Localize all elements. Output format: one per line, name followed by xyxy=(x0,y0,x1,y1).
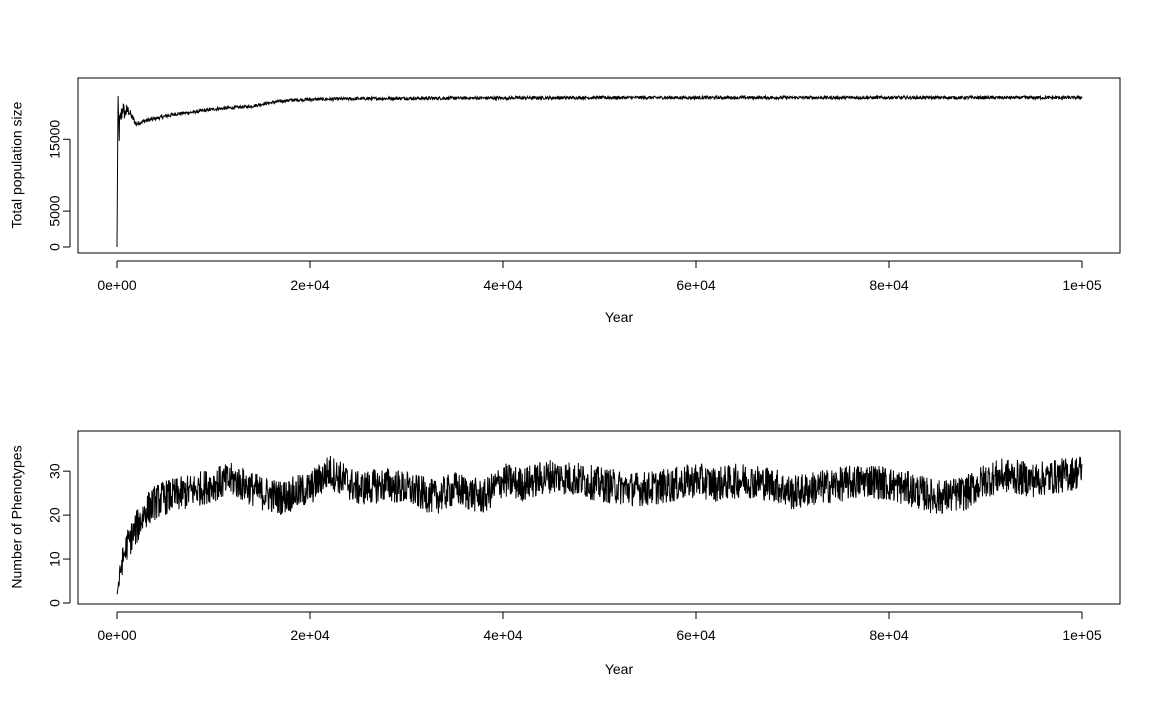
series-line-2-1 xyxy=(116,456,1083,595)
x-tick-label: 6e+04 xyxy=(676,627,716,643)
x-tick-label: 2e+04 xyxy=(290,277,330,293)
y-tick-label: 10 xyxy=(47,551,63,567)
x-tick-label: 4e+04 xyxy=(483,627,523,643)
x-axis-label: Year xyxy=(605,661,634,677)
plot-frame-2 xyxy=(77,430,1121,605)
x-axis-label: Year xyxy=(605,309,634,325)
x-tick-label: 6e+04 xyxy=(676,277,716,293)
y-tick-label: 0 xyxy=(47,599,63,607)
y-tick-label: 0 xyxy=(47,243,63,251)
x-tick-label: 4e+04 xyxy=(483,277,523,293)
y-tick-label: 5000 xyxy=(47,195,63,226)
plot-frame-1 xyxy=(77,77,1121,254)
series-line-1-1 xyxy=(116,94,1083,248)
x-tick-label: 0e+00 xyxy=(97,627,137,643)
y-tick-label: 20 xyxy=(47,507,63,523)
y-tick-label: 15000 xyxy=(47,120,63,159)
x-tick-label: 8e+04 xyxy=(869,627,909,643)
x-tick-label: 1e+05 xyxy=(1062,277,1102,293)
y-tick-label: 30 xyxy=(47,463,63,479)
y-axis-label: Total population size xyxy=(9,101,25,228)
x-tick-label: 8e+04 xyxy=(869,277,909,293)
x-tick-label: 1e+05 xyxy=(1062,627,1102,643)
x-tick-label: 0e+00 xyxy=(97,277,137,293)
y-axis-label: Number of Phenotypes xyxy=(9,445,25,588)
chart-panel-1: 0e+00 2e+04 4e+04 6e+04 8e+04 1e+05 0 5000 15000… xyxy=(9,77,1121,325)
chart-panel-2: 0e+00 2e+04 4e+04 6e+04 8e+04 1e+05 0 10 20 30 Yea… xyxy=(9,430,1121,677)
x-tick-label: 2e+04 xyxy=(290,627,330,643)
